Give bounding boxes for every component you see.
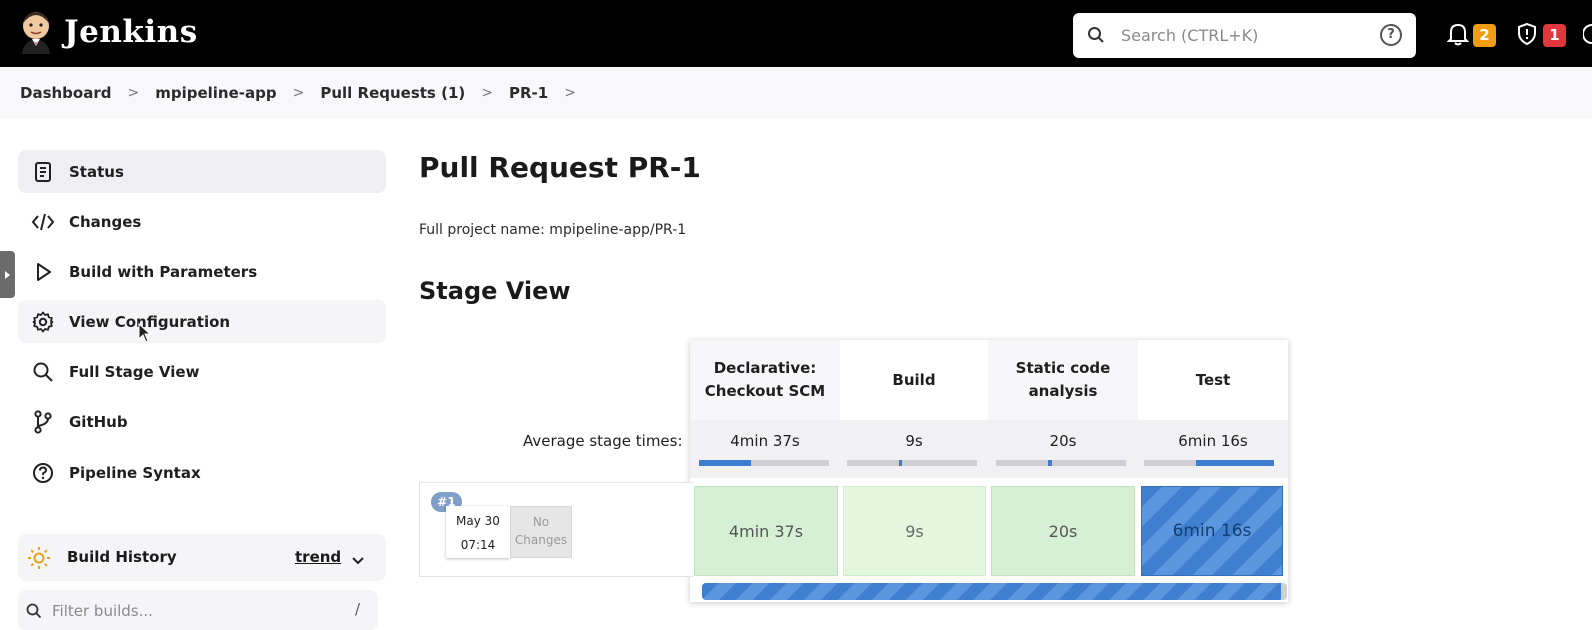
breadcrumb-dashboard[interactable]: Dashboard bbox=[20, 84, 112, 102]
security-badge[interactable]: 1 bbox=[1543, 24, 1566, 47]
no-changes-line: No bbox=[532, 515, 550, 529]
sidebar-item-status[interactable]: Status bbox=[18, 150, 386, 193]
search-icon bbox=[1087, 26, 1105, 48]
top-header: Jenkins Search (CTRL+K) ? 2 1 bbox=[0, 0, 1592, 67]
avg-time-test: 6min 16s bbox=[1178, 432, 1248, 450]
stage-name-line: Test bbox=[1195, 370, 1231, 389]
jenkins-logo-link[interactable]: Jenkins bbox=[18, 10, 198, 54]
breadcrumb-mpipeline-app[interactable]: mpipeline-app bbox=[155, 84, 277, 102]
page-title: Pull Request PR-1 bbox=[419, 151, 701, 184]
search-help-icon[interactable]: ? bbox=[1380, 24, 1402, 46]
build-progress-bar bbox=[702, 583, 1287, 600]
stage-view-title: Stage View bbox=[419, 277, 571, 305]
sidebar-item-label: Status bbox=[69, 162, 124, 181]
avg-bar-test bbox=[1144, 460, 1274, 466]
filter-builds-box[interactable]: Filter builds... / bbox=[18, 590, 378, 630]
sidebar-item-changes[interactable]: Changes bbox=[18, 200, 386, 243]
stage-name-line: Declarative: bbox=[713, 359, 817, 377]
build-history-title: Build History bbox=[67, 548, 177, 566]
filter-builds-input[interactable]: Filter builds... bbox=[52, 602, 153, 620]
stage-header-checkout-scm: Declarative: Checkout SCM bbox=[690, 340, 840, 420]
sidebar-item-label: Changes bbox=[69, 212, 142, 231]
avg-time-build: 9s bbox=[905, 432, 923, 450]
sidebar-item-build-with-parameters[interactable]: Build with Parameters bbox=[18, 250, 386, 293]
sidebar-item-label: Pipeline Syntax bbox=[69, 463, 201, 482]
breadcrumb: Dashboard > mpipeline-app > Pull Request… bbox=[0, 67, 1592, 119]
sidebar-item-github[interactable]: GitHub bbox=[18, 400, 386, 443]
stage-cell-build[interactable]: 9s bbox=[843, 486, 986, 576]
side-panel-toggle[interactable] bbox=[0, 251, 15, 298]
avg-bar-checkout-scm bbox=[699, 460, 829, 466]
breadcrumb-separator-icon[interactable]: > bbox=[127, 85, 140, 101]
sidebar-item-label: GitHub bbox=[69, 412, 128, 431]
stage-name-line: Build bbox=[892, 370, 936, 389]
sidebar-item-view-configuration[interactable]: View Configuration bbox=[18, 300, 386, 343]
sidebar-item-label: Build with Parameters bbox=[69, 262, 258, 281]
sidebar-item-full-stage-view[interactable]: Full Stage View bbox=[18, 350, 386, 393]
branch-icon bbox=[31, 409, 55, 434]
breadcrumb-pull-requests[interactable]: Pull Requests (1) bbox=[320, 84, 466, 102]
avg-time-checkout-scm: 4min 37s bbox=[730, 432, 800, 450]
breadcrumb-separator-icon[interactable]: > bbox=[481, 85, 493, 101]
trend-link[interactable]: trend bbox=[295, 548, 342, 566]
stage-cell-checkout-scm[interactable]: 4min 37s bbox=[694, 486, 838, 576]
no-changes-box: No Changes bbox=[510, 506, 572, 558]
chevron-down-icon[interactable] bbox=[351, 551, 365, 570]
build-date: May 30 bbox=[456, 514, 500, 528]
jenkins-butler-icon bbox=[18, 10, 54, 54]
full-project-name: Full project name: mpipeline-app/PR-1 bbox=[419, 222, 687, 238]
mouse-cursor-icon bbox=[138, 322, 152, 347]
search-box[interactable]: Search (CTRL+K) ? bbox=[1073, 13, 1416, 58]
play-icon bbox=[31, 260, 55, 284]
stage-name-line: analysis bbox=[1028, 382, 1098, 400]
avg-bar-fill bbox=[1196, 460, 1274, 466]
breadcrumb-separator-icon[interactable]: > bbox=[564, 85, 576, 101]
code-icon bbox=[31, 210, 55, 234]
search-icon bbox=[26, 603, 42, 623]
avg-bar-fill bbox=[899, 460, 902, 466]
average-stage-times-label: Average stage times: bbox=[523, 432, 683, 450]
stage-cell-test[interactable]: 6min 16s bbox=[1141, 486, 1283, 576]
build-date-box[interactable]: May 30 07:14 bbox=[446, 506, 510, 558]
stage-header-test: Test bbox=[1138, 340, 1288, 420]
notifications-badge[interactable]: 2 bbox=[1473, 24, 1496, 47]
avg-bar-static-code-analysis bbox=[996, 460, 1126, 466]
document-icon bbox=[31, 160, 55, 184]
sidebar-item-pipeline-syntax[interactable]: Pipeline Syntax bbox=[18, 451, 386, 494]
build-history-header: Build History trend bbox=[18, 534, 386, 581]
filter-shortcut-hint: / bbox=[354, 600, 360, 618]
avg-bar-build bbox=[847, 460, 977, 466]
avg-time-static-code-analysis: 20s bbox=[1049, 432, 1077, 450]
build-progress-fill bbox=[702, 583, 1282, 600]
sidebar-item-label: View Configuration bbox=[69, 312, 231, 331]
breadcrumb-separator-icon[interactable]: > bbox=[292, 85, 305, 101]
stage-cell-static-code-analysis[interactable]: 20s bbox=[991, 486, 1135, 576]
app-title: Jenkins bbox=[64, 14, 198, 50]
search-icon bbox=[31, 360, 55, 384]
average-row bbox=[690, 420, 1288, 478]
no-changes-line: Changes bbox=[514, 533, 568, 547]
stage-header-build: Build bbox=[840, 340, 988, 420]
stage-name-line: Checkout SCM bbox=[704, 382, 826, 400]
gear-icon bbox=[31, 310, 55, 334]
stage-header-static-code-analysis: Static code analysis bbox=[988, 340, 1138, 420]
sun-icon bbox=[27, 546, 51, 574]
build-time: 07:14 bbox=[460, 538, 496, 552]
user-menu-icon[interactable] bbox=[1582, 24, 1592, 48]
avg-bar-fill bbox=[699, 460, 751, 466]
search-input[interactable]: Search (CTRL+K) bbox=[1121, 26, 1259, 45]
help-circle-icon bbox=[31, 461, 55, 485]
avg-bar-fill bbox=[1048, 460, 1052, 466]
shield-icon[interactable] bbox=[1516, 22, 1538, 50]
stage-name-line: Static code bbox=[1015, 359, 1111, 377]
sidebar-item-label: Full Stage View bbox=[69, 362, 200, 381]
breadcrumb-pr-1[interactable]: PR-1 bbox=[508, 84, 549, 102]
bell-icon[interactable] bbox=[1446, 22, 1470, 50]
